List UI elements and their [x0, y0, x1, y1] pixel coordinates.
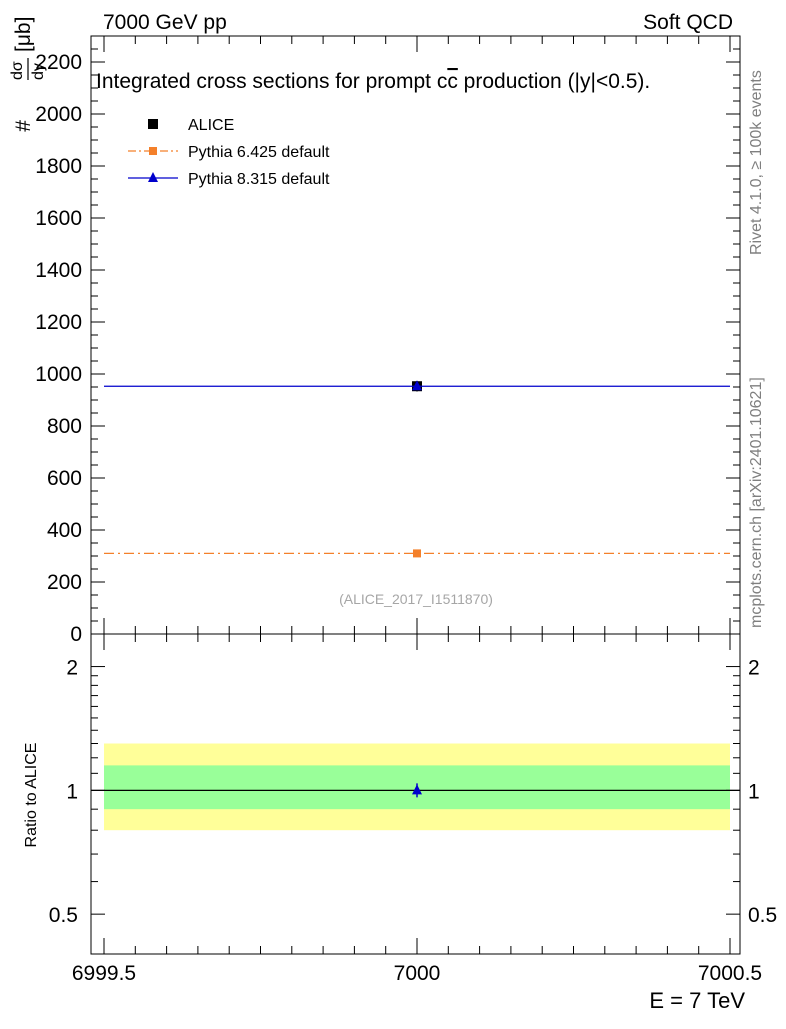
main-y-tick-label: 2000 [35, 103, 82, 126]
main-y-axis-label: # dσ dy [μb] [9, 17, 47, 132]
legend: ALICE Pythia 6.425 default Pythia 8.315 de… [128, 117, 330, 188]
y-label-numerator: dσ [9, 61, 26, 80]
ratio-panel-frame [90, 633, 741, 955]
header-left-label: 7000 GeV pp [103, 11, 227, 34]
title-cbar: c [447, 70, 458, 93]
main-y-tick-label: 1200 [35, 311, 82, 334]
ratio-y-tick-label-right: 0.5 [748, 904, 777, 927]
main-y-tick-label: 200 [47, 571, 82, 594]
main-panel: 0 200 400 600 800 1000 1200 1400 1600 1800 2000 220… [9, 17, 741, 646]
ratio-y-tick-label-right: 1 [748, 780, 760, 803]
ratio-y-tick-labels: 0.5 0.5 1 1 2 2 [49, 657, 777, 928]
x-tick-label: 6999.5 [72, 962, 136, 985]
pythia8-point [412, 380, 422, 391]
y-label-prefix: # [12, 120, 35, 132]
legend-marker [149, 147, 157, 155]
y-label-denominator: dy [30, 63, 47, 80]
ratio-y-ticks [91, 666, 740, 915]
main-y-ticks [91, 35, 740, 635]
ratio-y-tick-label: 2 [66, 657, 78, 680]
title-text: Integrated cross sections for prompt c [96, 70, 447, 93]
main-y-tick-label: 600 [47, 467, 82, 490]
ratio-y-tick-label: 1 [66, 780, 78, 803]
legend-label: Pythia 8.315 default [188, 171, 330, 188]
main-series-layer [104, 380, 730, 558]
legend-label: ALICE [188, 117, 234, 134]
x-ticks [103, 36, 731, 954]
ratio-y-tick-label: 0.5 [49, 904, 78, 927]
main-y-tick-label: 1400 [35, 259, 82, 282]
ratio-bands [91, 743, 740, 831]
x-tick-label: 7000 [394, 962, 441, 985]
ratio-y-tick-label-right: 2 [748, 657, 760, 680]
ratio-point-pythia8 [412, 784, 422, 795]
pythia6-point [413, 549, 421, 558]
x-axis-label: E = 7 TeV [649, 988, 745, 1013]
main-y-tick-label: 0 [70, 623, 82, 646]
mcplots-side-label: mcplots.cern.ch [arXiv:2401.10621] [748, 377, 765, 628]
ratio-panel: 0.5 0.5 1 1 2 2 Ratio to ALICE 6999.5 7000 7000… [23, 36, 777, 1013]
x-tick-labels: 6999.5 7000 7000.5 [72, 962, 762, 985]
main-y-tick-label: 1000 [35, 363, 82, 386]
ratio-series-layer [412, 783, 422, 798]
main-y-tick-label: 400 [47, 519, 82, 542]
main-y-tick-label: 2200 [35, 51, 82, 74]
main-y-tick-label: 800 [47, 415, 82, 438]
main-y-tick-labels: 0 200 400 600 800 1000 1200 1400 1600 1800 2000 220… [35, 51, 82, 646]
rivet-side-label: Rivet 4.1.0, ≥ 100k events [748, 70, 765, 255]
legend-marker [148, 119, 158, 129]
main-y-tick-label: 1800 [35, 155, 82, 178]
y-label-unit: [μb] [12, 17, 35, 52]
main-title: Integrated cross sections for prompt cc … [96, 70, 650, 93]
legend-label: Pythia 6.425 default [188, 144, 330, 161]
legend-marker [148, 172, 158, 182]
title-suffix: production (|y|<0.5). [458, 70, 650, 93]
x-tick-label: 7000.5 [698, 962, 762, 985]
analysis-watermark: (ALICE_2017_I1511870) [339, 591, 493, 607]
header-right-label: Soft QCD [643, 11, 733, 34]
main-y-tick-label: 1600 [35, 207, 82, 230]
ratio-y-axis-label: Ratio to ALICE [23, 743, 40, 848]
